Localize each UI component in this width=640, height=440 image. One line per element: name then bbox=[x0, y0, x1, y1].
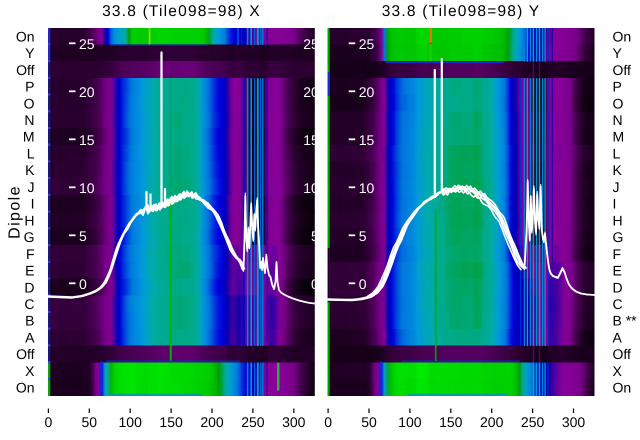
svg-text:Y: Y bbox=[613, 45, 623, 61]
svg-text:25: 25 bbox=[303, 36, 319, 52]
svg-text:0: 0 bbox=[45, 414, 53, 430]
svg-text:I: I bbox=[31, 196, 35, 212]
svg-text:20: 20 bbox=[303, 84, 319, 100]
svg-text:P: P bbox=[613, 79, 622, 95]
svg-text:M: M bbox=[613, 129, 625, 145]
svg-text:5: 5 bbox=[359, 228, 367, 244]
svg-text:A: A bbox=[25, 330, 35, 346]
svg-text:G: G bbox=[24, 229, 35, 245]
svg-text:0: 0 bbox=[79, 276, 87, 292]
svg-text:H: H bbox=[24, 212, 34, 228]
svg-text:O: O bbox=[24, 95, 35, 111]
svg-text:250: 250 bbox=[241, 414, 265, 430]
svg-text:Y: Y bbox=[25, 45, 35, 61]
svg-text:On: On bbox=[613, 380, 632, 396]
svg-text:B **: B ** bbox=[613, 313, 638, 329]
svg-text:0: 0 bbox=[324, 414, 332, 430]
svg-text:250: 250 bbox=[521, 414, 545, 430]
svg-text:33.8 (Tile098=98) X: 33.8 (Tile098=98) X bbox=[102, 3, 261, 20]
svg-text:Off: Off bbox=[16, 62, 35, 78]
svg-text:K: K bbox=[25, 162, 35, 178]
svg-text:Off: Off bbox=[16, 346, 35, 362]
svg-text:20: 20 bbox=[79, 84, 95, 100]
svg-text:15: 15 bbox=[79, 132, 95, 148]
svg-text:150: 150 bbox=[439, 414, 463, 430]
svg-text:On: On bbox=[16, 28, 35, 44]
svg-text:15: 15 bbox=[303, 132, 319, 148]
svg-text:H: H bbox=[613, 212, 623, 228]
svg-text:On: On bbox=[16, 380, 35, 396]
svg-text:C: C bbox=[24, 296, 34, 312]
svg-text:I: I bbox=[613, 196, 617, 212]
svg-text:E: E bbox=[25, 263, 34, 279]
svg-text:B: B bbox=[25, 313, 34, 329]
svg-text:10: 10 bbox=[359, 180, 375, 196]
svg-text:5: 5 bbox=[311, 228, 319, 244]
svg-text:A: A bbox=[613, 330, 623, 346]
svg-text:K: K bbox=[613, 162, 623, 178]
svg-text:F: F bbox=[26, 246, 35, 262]
svg-text:5: 5 bbox=[79, 228, 87, 244]
svg-text:X: X bbox=[613, 363, 623, 379]
svg-text:200: 200 bbox=[480, 414, 504, 430]
svg-text:100: 100 bbox=[398, 414, 422, 430]
svg-text:15: 15 bbox=[359, 132, 375, 148]
svg-text:P: P bbox=[25, 79, 34, 95]
svg-text:M: M bbox=[23, 129, 35, 145]
svg-text:25: 25 bbox=[79, 36, 95, 52]
svg-text:Dipole: Dipole bbox=[7, 185, 24, 239]
svg-text:C: C bbox=[613, 296, 623, 312]
svg-text:L: L bbox=[27, 146, 35, 162]
svg-text:On: On bbox=[613, 28, 632, 44]
svg-text:X: X bbox=[25, 363, 35, 379]
svg-text:D: D bbox=[613, 279, 623, 295]
svg-text:Off: Off bbox=[613, 346, 632, 362]
svg-text:0: 0 bbox=[311, 276, 319, 292]
svg-text:L: L bbox=[613, 146, 621, 162]
svg-text:10: 10 bbox=[79, 180, 95, 196]
svg-text:0: 0 bbox=[359, 276, 367, 292]
svg-text:N: N bbox=[24, 112, 34, 128]
svg-text:E: E bbox=[613, 263, 622, 279]
svg-text:G: G bbox=[613, 229, 624, 245]
svg-text:D: D bbox=[24, 279, 34, 295]
svg-text:F: F bbox=[613, 246, 622, 262]
svg-text:33.8 (Tile098=98) Y: 33.8 (Tile098=98) Y bbox=[382, 3, 541, 20]
svg-text:50: 50 bbox=[361, 414, 377, 430]
svg-text:J: J bbox=[613, 179, 620, 195]
svg-text:300: 300 bbox=[282, 414, 306, 430]
svg-text:25: 25 bbox=[359, 36, 375, 52]
svg-text:50: 50 bbox=[82, 414, 98, 430]
svg-text:O: O bbox=[613, 95, 624, 111]
svg-text:150: 150 bbox=[159, 414, 183, 430]
svg-text:N: N bbox=[613, 112, 623, 128]
svg-text:300: 300 bbox=[562, 414, 586, 430]
svg-text:100: 100 bbox=[119, 414, 143, 430]
svg-text:10: 10 bbox=[303, 180, 319, 196]
svg-text:200: 200 bbox=[200, 414, 224, 430]
svg-text:J: J bbox=[28, 179, 35, 195]
svg-text:Off: Off bbox=[613, 62, 632, 78]
svg-text:20: 20 bbox=[359, 84, 375, 100]
